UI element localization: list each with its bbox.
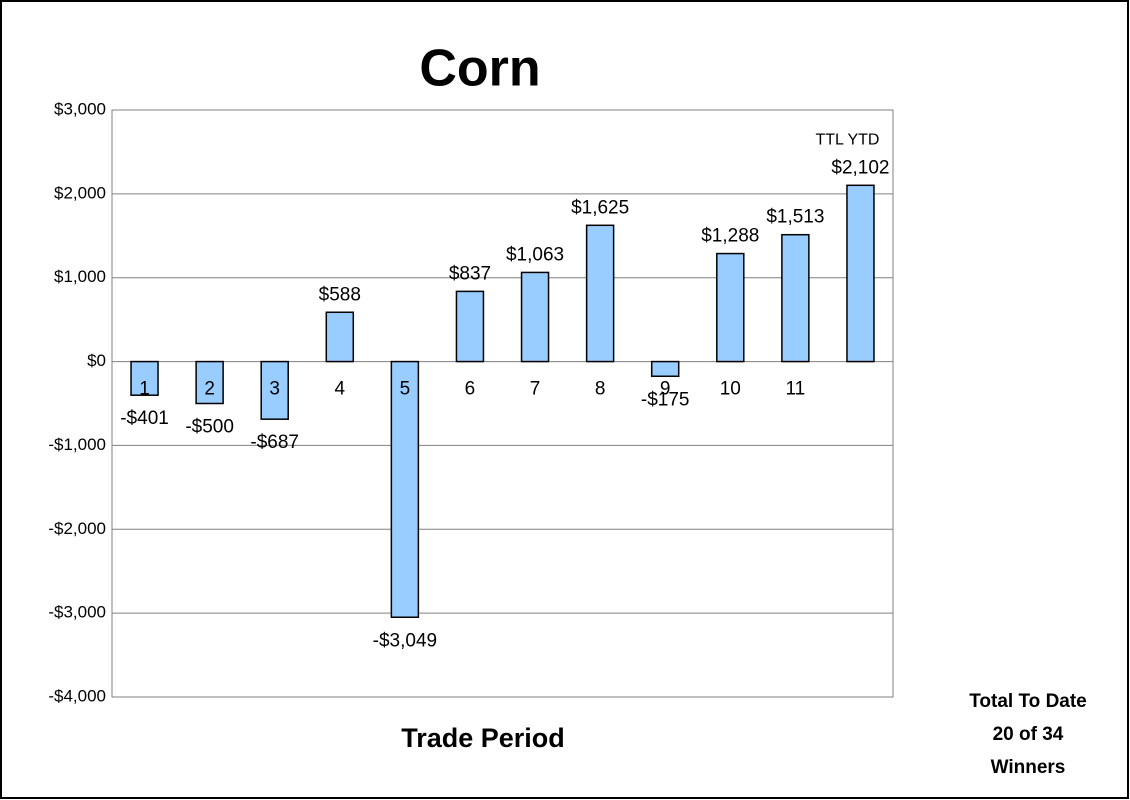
data-label: -$175 xyxy=(641,389,690,410)
x-tick-label: 10 xyxy=(720,379,741,400)
x-tick-label: 3 xyxy=(269,379,280,400)
y-tick-label: $2,000 xyxy=(54,183,106,202)
data-label: -$401 xyxy=(120,408,169,429)
data-label: -$687 xyxy=(250,432,299,453)
bar xyxy=(260,360,289,420)
x-tick-label: 8 xyxy=(595,379,606,400)
bar xyxy=(520,271,550,363)
x-tick-label: 6 xyxy=(465,379,476,400)
data-label: $2,102 xyxy=(831,157,889,178)
annotation: TTL YTD xyxy=(815,132,879,149)
annotation: 20 of 34 xyxy=(993,724,1064,745)
bar xyxy=(130,360,159,396)
data-label: -$500 xyxy=(185,417,234,438)
x-tick-label: 7 xyxy=(530,379,541,400)
x-tick-label: 1 xyxy=(139,379,150,400)
bar xyxy=(846,184,875,363)
annotation: Total To Date xyxy=(969,691,1087,712)
y-tick-label: -$3,000 xyxy=(48,603,106,622)
bar xyxy=(585,224,615,363)
data-label: -$3,049 xyxy=(373,630,437,651)
bar xyxy=(325,311,355,363)
bar xyxy=(781,233,810,363)
data-label: $588 xyxy=(319,284,361,305)
chart-title: Corn xyxy=(419,40,540,98)
annotation: Winners xyxy=(991,757,1066,778)
y-tick-label: -$4,000 xyxy=(48,686,106,705)
data-label: $837 xyxy=(449,263,491,284)
plot-area xyxy=(111,109,894,698)
bar xyxy=(390,360,420,619)
bar xyxy=(195,360,224,405)
x-tick-label: 5 xyxy=(400,379,411,400)
data-label: $1,625 xyxy=(571,197,629,218)
data-label: $1,063 xyxy=(506,244,564,265)
x-tick-label: 9 xyxy=(660,379,671,400)
bar xyxy=(716,252,745,363)
y-tick-label: -$1,000 xyxy=(48,435,106,454)
x-tick-label: 4 xyxy=(335,379,346,400)
y-tick-label: $0 xyxy=(87,351,106,370)
data-label: $1,513 xyxy=(766,207,824,228)
y-tick-label: $1,000 xyxy=(54,267,106,286)
data-label: $1,288 xyxy=(701,226,759,247)
bar xyxy=(650,360,680,377)
x-tick-label: 2 xyxy=(204,379,215,400)
y-tick-label: $3,000 xyxy=(54,99,106,118)
x-tick-label: 11 xyxy=(786,379,806,400)
x-axis-label: Trade Period xyxy=(401,723,565,753)
bar xyxy=(455,290,485,363)
y-tick-label: -$2,000 xyxy=(48,519,106,538)
